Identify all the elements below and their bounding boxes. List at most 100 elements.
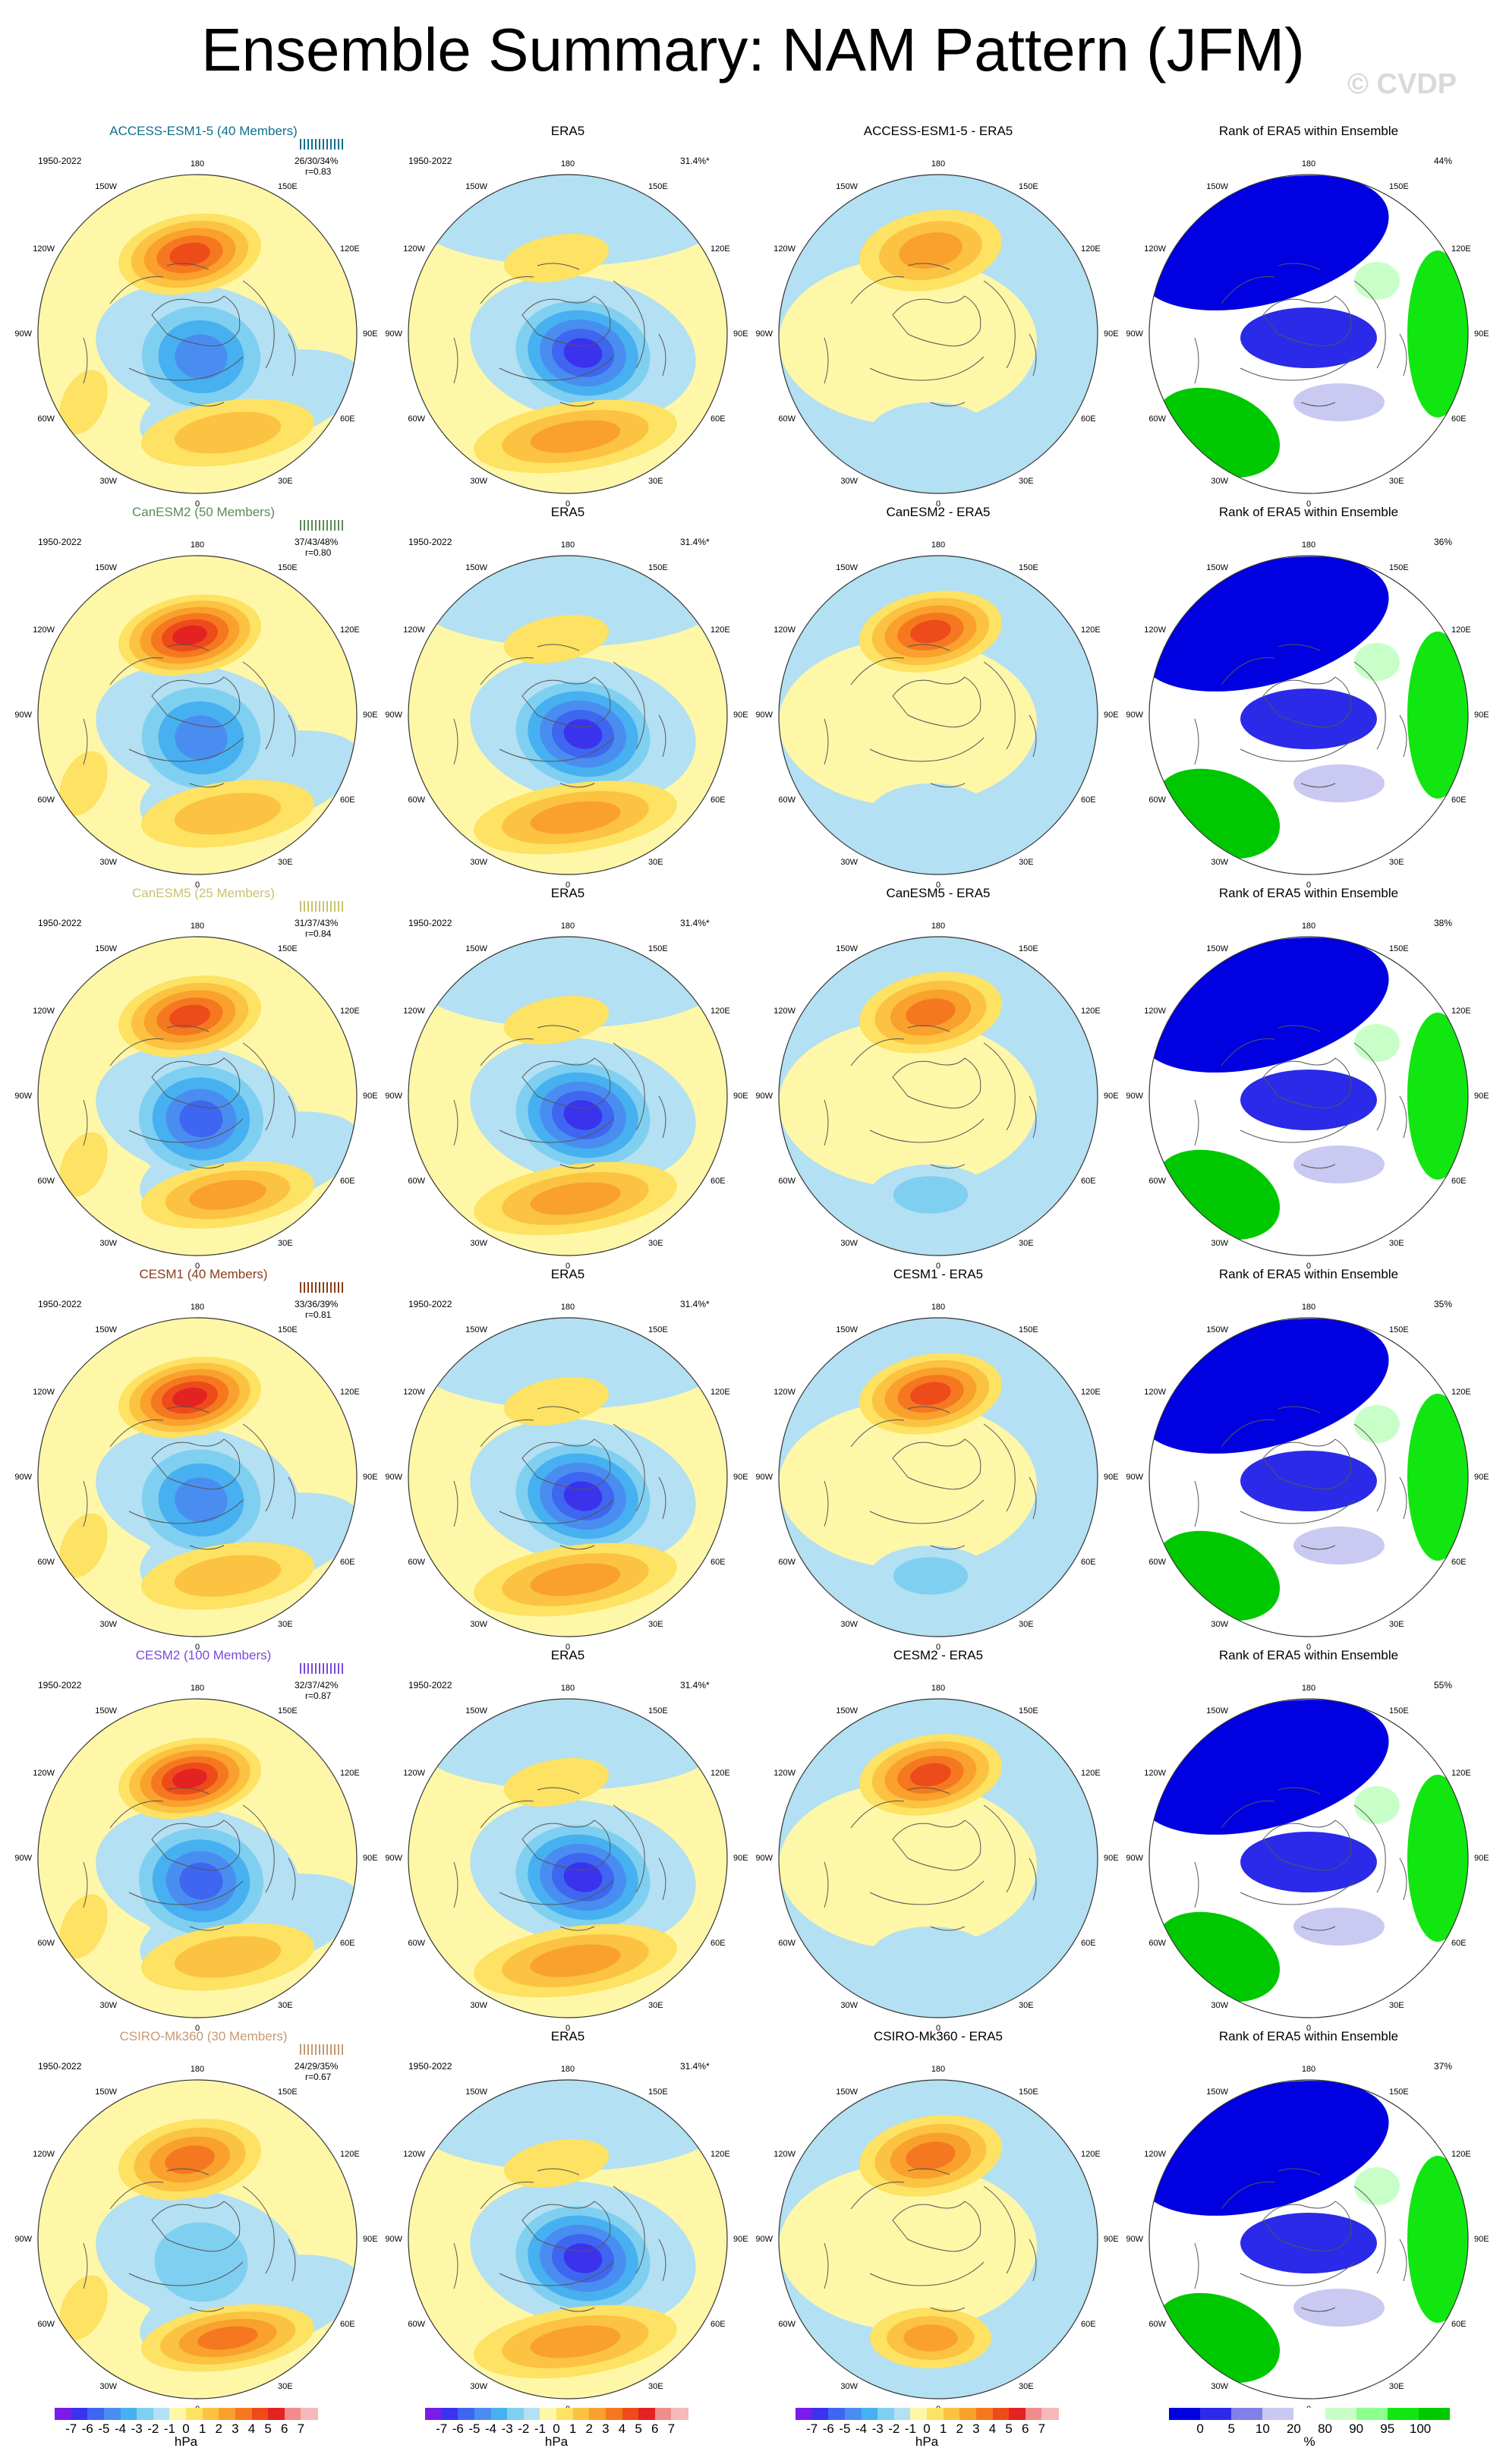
lon-label: 30W (1211, 2000, 1228, 2010)
pacific-high (169, 242, 210, 266)
colorbar-tick: 100 (1409, 2421, 1432, 2436)
lon-label: 0 (565, 2024, 571, 2033)
lon-label: 90W (14, 1473, 32, 1482)
lon-label: 60W (37, 1939, 55, 1948)
lon-label: 60W (1148, 1939, 1167, 1948)
arctic-low (175, 334, 228, 380)
lon-label: 60E (1080, 1939, 1096, 1948)
colorbar-swatch (103, 2408, 121, 2420)
mid-rank-patch (1293, 1908, 1385, 1946)
rank-pct-label: 36% (1434, 537, 1453, 547)
coastlines (83, 2168, 296, 2312)
lon-label: 180 (931, 1303, 946, 1312)
corr-label: r=0.84 (305, 928, 332, 939)
lon-label: 120W (1144, 1007, 1167, 1016)
ensemble-title: CESM2 (100 Members) (135, 1648, 272, 1662)
atlantic-diff (870, 1927, 991, 1987)
coastlines (824, 1406, 1037, 1550)
colorbar-swatch (959, 2408, 977, 2420)
lon-label: 120E (339, 1388, 360, 1397)
lon-label: 30E (648, 1238, 663, 1248)
lon-label: 90E (1104, 1473, 1119, 1482)
lon-label: 90E (363, 711, 378, 720)
colorbar-swatch (268, 2408, 285, 2420)
lon-label: 150W (1206, 1706, 1228, 1716)
lon-label: 150W (1206, 2087, 1228, 2097)
spread-bar (300, 520, 344, 531)
pacific-band (416, 2080, 720, 2171)
page-title: Ensemble Summary: NAM Pattern (JFM) (201, 16, 1305, 83)
lon-label: 60W (37, 1558, 55, 1567)
lon-label: 90W (755, 1854, 773, 1863)
watermark: © CVDP (1347, 68, 1457, 100)
lon-label: 150E (278, 182, 298, 192)
high-rank-europe (1407, 1775, 1468, 1942)
colorbar-swatch (55, 2408, 72, 2420)
period-label: 1950-2022 (408, 156, 452, 166)
colorbar-tick: 4 (247, 2421, 256, 2436)
lon-label: 120W (773, 1388, 796, 1397)
colorbar-swatch (1169, 2408, 1201, 2420)
spread-bar (300, 1282, 344, 1293)
colorbar-swatch (1009, 2408, 1026, 2420)
colorbar-swatch (474, 2408, 491, 2420)
lon-label: 30E (648, 2381, 663, 2391)
lon-label: 30W (1211, 2381, 1228, 2391)
mid-rank-patch (1354, 1405, 1400, 1443)
pacific-diff (899, 232, 963, 269)
map-rank-1 (1148, 555, 1469, 875)
lon-label: 150W (465, 563, 487, 573)
era5-title: ERA5 (550, 1648, 585, 1662)
colorbar-tick: 0 (182, 2421, 190, 2436)
lon-label: 30W (1211, 1238, 1228, 1248)
colorbar-swatch (622, 2408, 639, 2420)
lon-label: 60E (339, 2320, 355, 2329)
lon-label: 30W (470, 2381, 487, 2391)
lon-label: 150E (1019, 182, 1038, 192)
lon-label: 60W (408, 1558, 426, 1567)
lon-label: 60E (710, 414, 726, 424)
colorbar-unit: hPa (544, 2434, 569, 2449)
lon-label: 90E (733, 1092, 748, 1101)
lon-label: 120E (1451, 1388, 1471, 1397)
neutral-area (779, 2163, 1037, 2330)
colorbar-swatch (877, 2408, 895, 2420)
mid-rank-patch (1354, 1024, 1400, 1062)
diff-title: CanESM5 - ERA5 (886, 886, 991, 900)
spread-bar (300, 1663, 344, 1674)
coastlines (83, 263, 296, 407)
pacific-band (416, 937, 720, 1028)
lon-label: 180 (560, 922, 575, 931)
ensemble-title: CanESM5 (25 Members) (131, 886, 275, 900)
lon-label: 60W (408, 2320, 426, 2329)
pacific-weak-high (503, 2139, 610, 2188)
neutral-area (779, 1782, 1037, 1949)
rank-title: Rank of ERA5 within Ensemble (1218, 505, 1399, 519)
pacific-weak-high (503, 1377, 610, 1426)
lon-label: 60E (1080, 414, 1096, 424)
coastlines (1194, 644, 1407, 788)
colorbar-tick: 2 (215, 2421, 222, 2436)
lon-label: 60E (1451, 414, 1467, 424)
lon-label: 150W (465, 944, 487, 954)
lon-label: 30W (470, 1619, 487, 1629)
colorbar-swatch (671, 2408, 688, 2420)
atlantic-high (530, 1182, 621, 1215)
period-label: 1950-2022 (38, 156, 82, 166)
atlantic-high (530, 801, 621, 834)
lon-label: 90W (755, 711, 773, 720)
low-rank-arctic (1240, 1451, 1377, 1511)
lon-label: 180 (1301, 159, 1316, 169)
pct-label: 33/36/39% (295, 1299, 339, 1309)
west-pacific-high (59, 370, 108, 435)
colorbar-swatch (87, 2408, 105, 2420)
lon-label: 120W (773, 625, 796, 635)
lon-label: 180 (931, 922, 946, 931)
lon-label: 150W (95, 2087, 117, 2097)
lon-label: 120E (339, 244, 360, 254)
lon-label: 180 (560, 540, 575, 550)
colorbar-unit: % (1303, 2434, 1315, 2449)
rank-pct-label: 44% (1434, 156, 1453, 166)
lon-label: 30W (470, 857, 487, 867)
map-diff-2 (778, 936, 1098, 1256)
